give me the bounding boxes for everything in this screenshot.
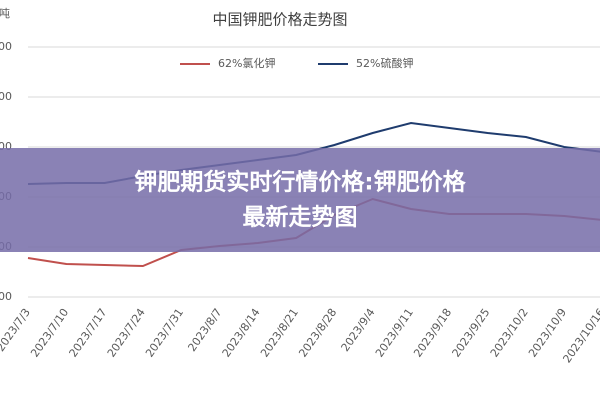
x-tick-label: 2023/10/9 bbox=[526, 306, 569, 360]
x-tick-label: 2023/7/10 bbox=[28, 306, 71, 360]
x-tick-label: 2023/8/7 bbox=[185, 306, 224, 354]
y-axis-label: 吨 bbox=[0, 7, 10, 20]
x-tick-label: 2023/9/18 bbox=[411, 306, 454, 360]
x-tick-label: 2023/7/3 bbox=[0, 306, 33, 354]
banner: 钾肥期货实时行情价格:钾肥价格 最新走势图 bbox=[0, 148, 600, 252]
y-tick-label: 4000 bbox=[0, 90, 12, 103]
chart-title: 中国钾肥价格走势图 bbox=[212, 11, 347, 29]
x-tick-label: 2023/7/24 bbox=[105, 306, 148, 360]
y-tick-label: 4500 bbox=[0, 40, 12, 53]
x-tick-label: 2023/10/2 bbox=[488, 306, 531, 360]
banner-line: 最新走势图 bbox=[243, 204, 358, 231]
x-tick-label: 2023/9/4 bbox=[339, 306, 378, 354]
legend: 62%氯化钾 52%硫酸钾 bbox=[180, 56, 413, 70]
x-tick-label: 2023/8/21 bbox=[258, 306, 301, 360]
banner-background bbox=[0, 148, 600, 252]
x-tick-label: 2023/8/28 bbox=[296, 306, 339, 360]
x-tick-label: 2023/8/14 bbox=[220, 306, 263, 360]
legend-label: 52%硫酸钾 bbox=[356, 56, 413, 70]
x-tick-label: 2023/9/25 bbox=[450, 306, 493, 360]
legend-label: 62%氯化钾 bbox=[218, 56, 275, 70]
y-tick-label: 2000 bbox=[0, 290, 12, 303]
x-tick-label: 2023/7/31 bbox=[143, 306, 186, 360]
x-tick-label: 2023/9/11 bbox=[373, 306, 416, 360]
banner-line: 钾肥期货实时行情价格:钾肥价格 bbox=[134, 169, 466, 196]
x-tick-label: 2023/7/17 bbox=[67, 306, 110, 360]
